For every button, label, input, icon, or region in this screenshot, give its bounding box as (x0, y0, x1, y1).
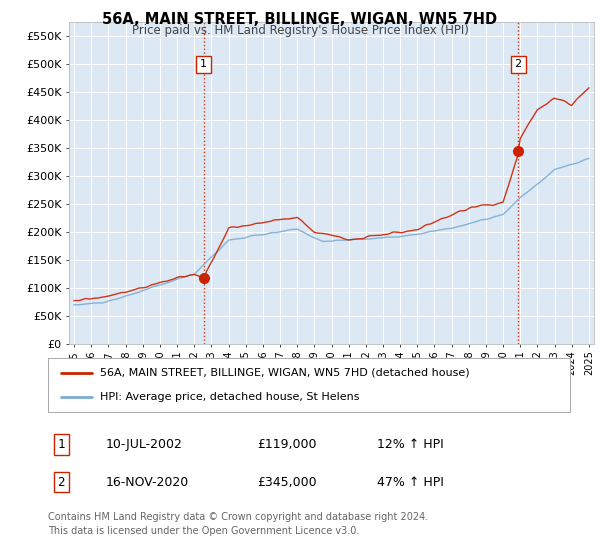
Text: 12% ↑ HPI: 12% ↑ HPI (377, 438, 443, 451)
Text: 47% ↑ HPI: 47% ↑ HPI (377, 475, 444, 488)
Text: 1: 1 (58, 438, 65, 451)
Text: Price paid vs. HM Land Registry's House Price Index (HPI): Price paid vs. HM Land Registry's House … (131, 24, 469, 37)
Text: 2: 2 (58, 475, 65, 488)
Text: £345,000: £345,000 (257, 475, 316, 488)
Text: 56A, MAIN STREET, BILLINGE, WIGAN, WN5 7HD (detached house): 56A, MAIN STREET, BILLINGE, WIGAN, WN5 7… (100, 368, 470, 378)
Text: 56A, MAIN STREET, BILLINGE, WIGAN, WN5 7HD: 56A, MAIN STREET, BILLINGE, WIGAN, WN5 7… (103, 12, 497, 27)
Text: 1: 1 (200, 59, 207, 69)
Text: Contains HM Land Registry data © Crown copyright and database right 2024.
This d: Contains HM Land Registry data © Crown c… (48, 512, 428, 535)
Text: 16-NOV-2020: 16-NOV-2020 (106, 475, 188, 488)
Text: 2: 2 (515, 59, 522, 69)
Text: £119,000: £119,000 (257, 438, 316, 451)
Text: 10-JUL-2002: 10-JUL-2002 (106, 438, 182, 451)
Text: HPI: Average price, detached house, St Helens: HPI: Average price, detached house, St H… (100, 392, 360, 402)
